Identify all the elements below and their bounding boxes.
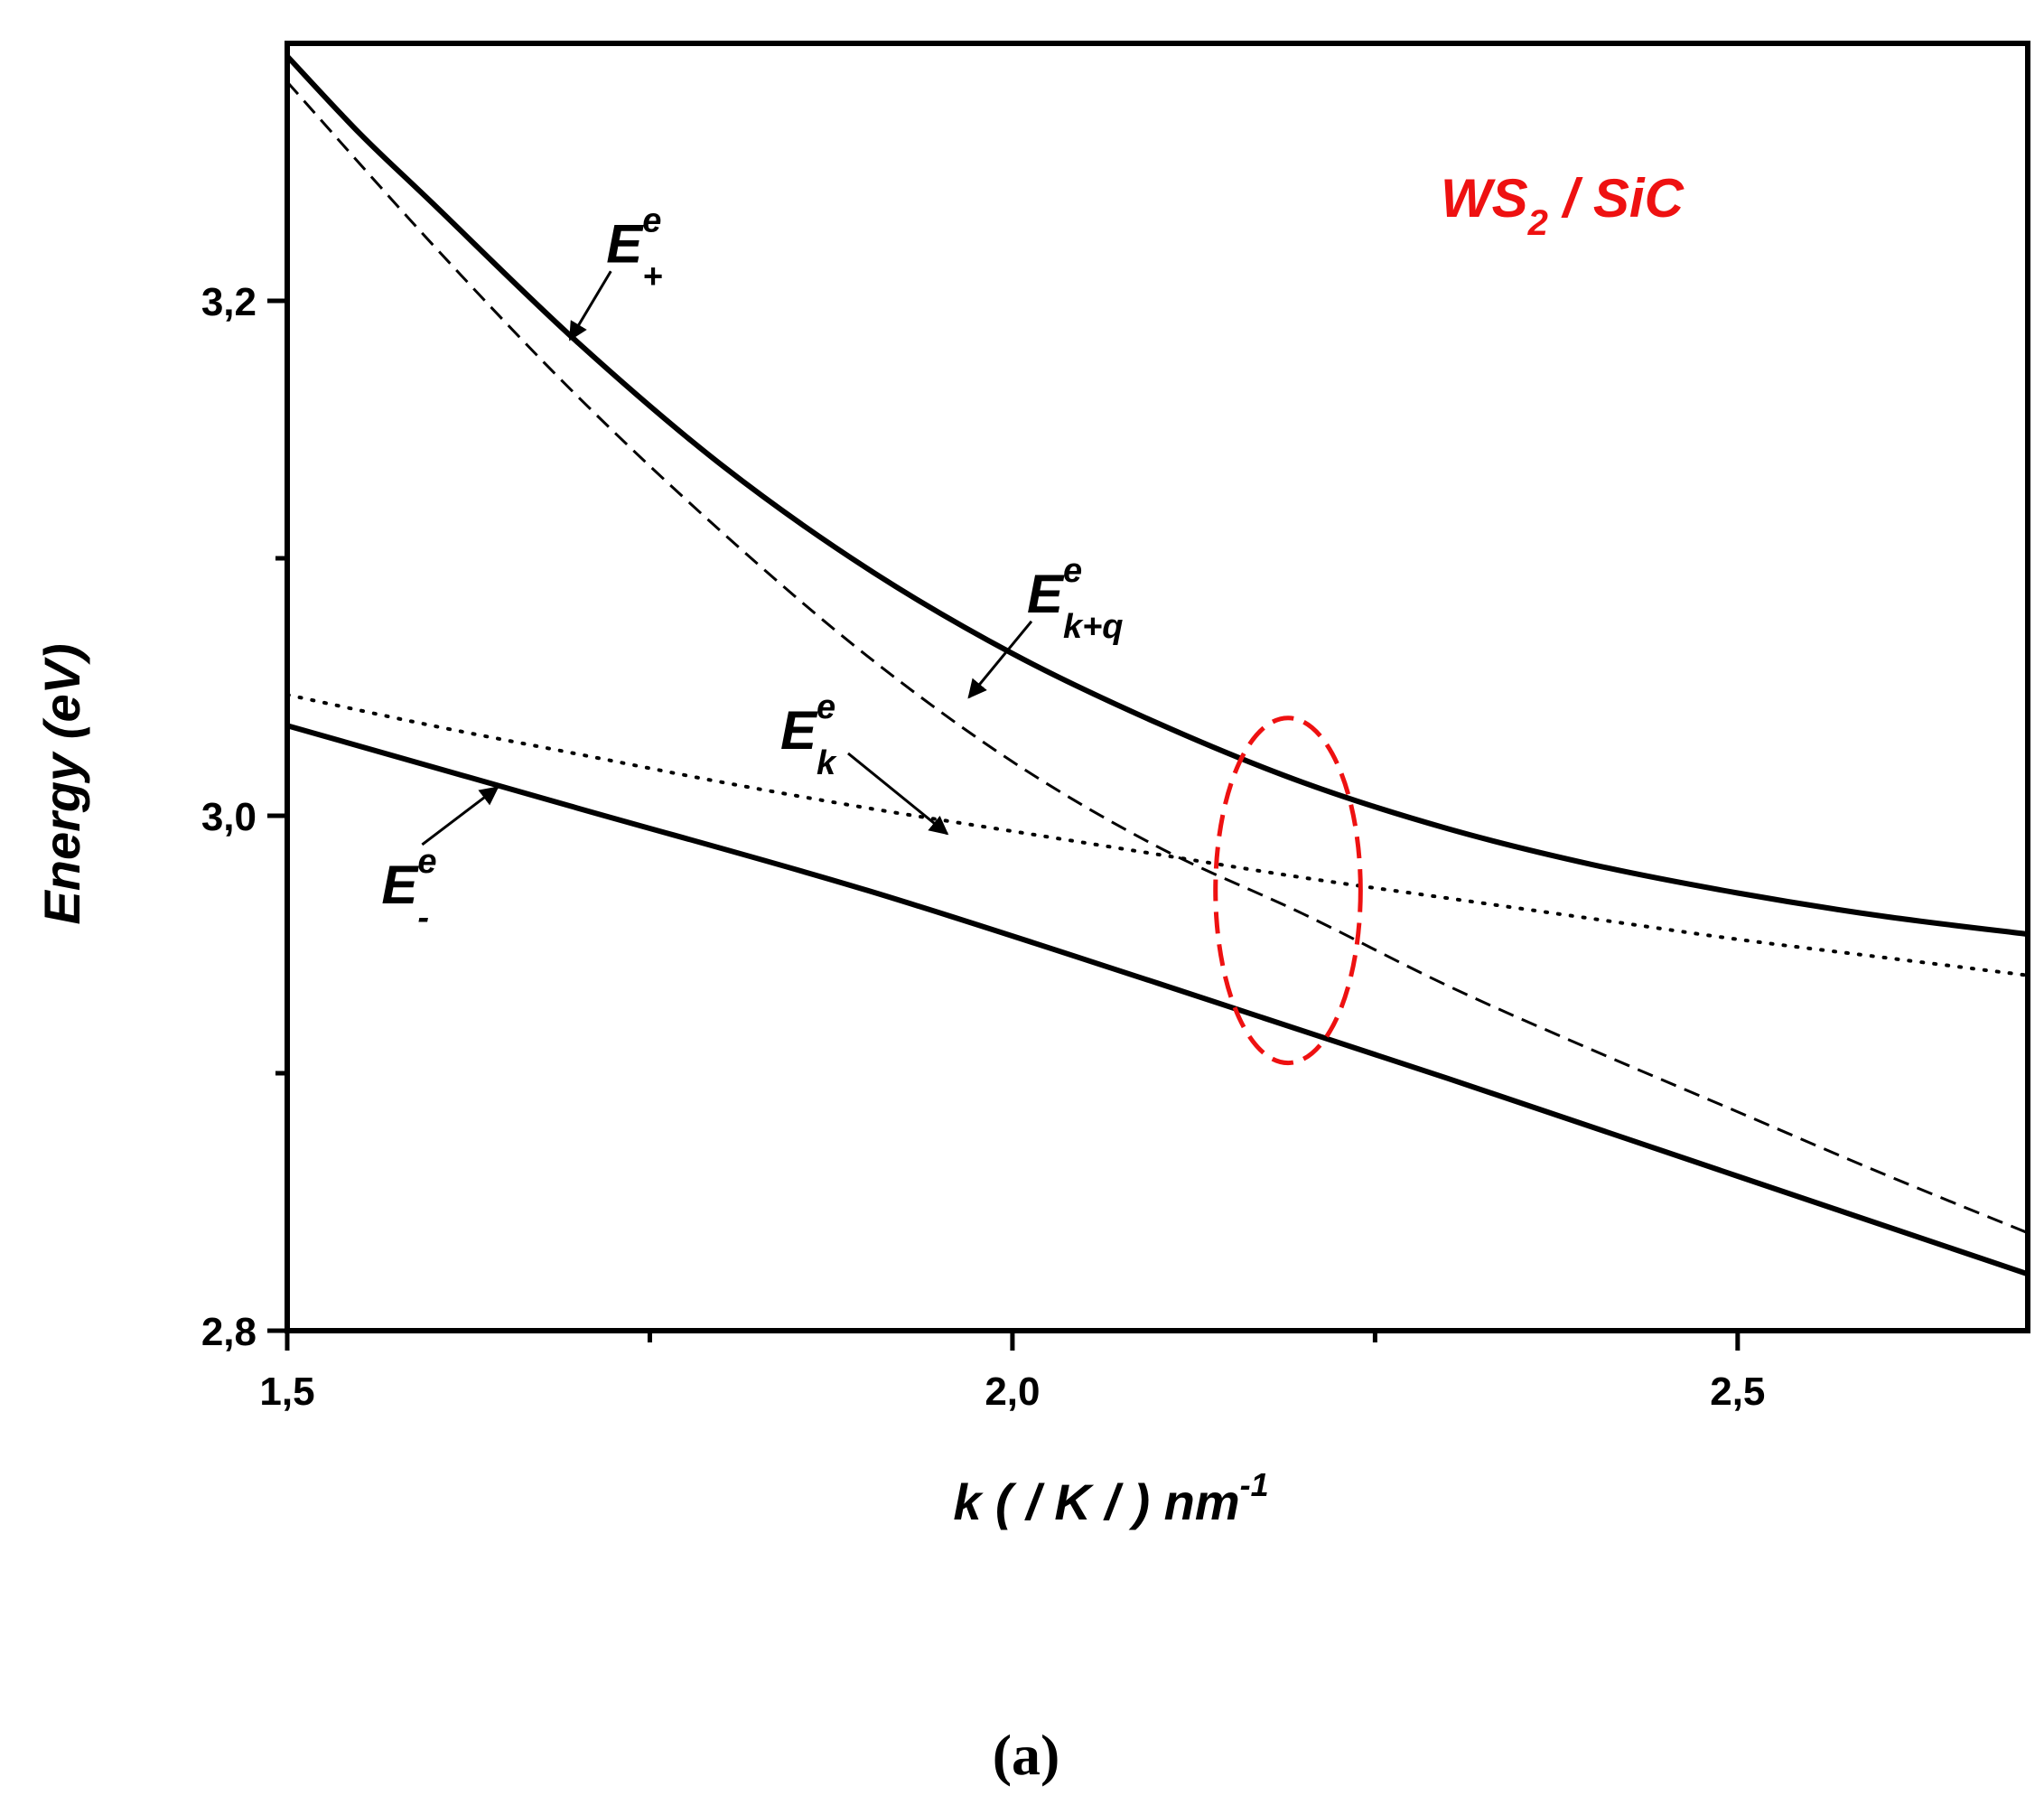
series-line-E_kq — [285, 80, 2029, 1235]
inset-label-sub: 2 — [1527, 203, 1548, 243]
y-tick-label: 3,2 — [201, 280, 257, 324]
series-line-E_k — [285, 693, 2030, 977]
annotation-main: E — [606, 213, 644, 274]
ticks-layer: 1,5 2,0 2,5 2,8 3,0 3,2 — [201, 280, 1766, 1414]
panel-label: (a) — [993, 1723, 1060, 1787]
series-line-E_plus — [285, 54, 2029, 938]
annotation-sup: e — [642, 201, 661, 239]
x-tick-label: 1,5 — [259, 1370, 314, 1414]
annotation-arrow — [967, 620, 1033, 699]
series-line-E_minus — [286, 723, 2029, 1277]
inset-label-rest: / SiC — [1548, 168, 1685, 229]
x-tick-label: 2,5 — [1710, 1370, 1765, 1414]
annotation-arrow — [421, 786, 499, 846]
annotation-sub: + — [642, 257, 662, 295]
annotation-sup: e — [817, 688, 835, 726]
annotation-sup: e — [1063, 552, 1082, 590]
annotation-main: E — [780, 700, 818, 761]
annotation-arrow — [568, 270, 612, 341]
annotation-arrow — [847, 752, 949, 836]
inset-label-main: WS — [1441, 168, 1528, 229]
annotation-sub: k — [817, 744, 837, 782]
inset-label: WS2 / SiC — [1441, 168, 1685, 243]
y-axis-title: Energy (eV) — [33, 643, 90, 924]
x-axis-title-sup: -1 — [1240, 1466, 1269, 1503]
series-layer — [285, 54, 2030, 1277]
annotation-sup: e — [417, 843, 436, 881]
highlight-ellipse — [1213, 715, 1363, 1066]
x-axis-title-text: k ( / K / ) nm — [953, 1473, 1239, 1530]
highlight-layer — [1213, 715, 1363, 1066]
y-tick-label: 2,8 — [201, 1310, 257, 1354]
annotation-main: E — [1027, 564, 1065, 624]
annotation-main: E — [381, 855, 419, 915]
annotation-sub: - — [417, 899, 429, 937]
x-tick-label: 2,0 — [985, 1370, 1040, 1414]
x-axis-title: k ( / K / ) nm-1 — [953, 1466, 1268, 1530]
annotation-sub: k+q — [1063, 608, 1124, 646]
y-tick-label: 3,0 — [201, 795, 257, 839]
plot-frame — [285, 41, 2030, 1333]
